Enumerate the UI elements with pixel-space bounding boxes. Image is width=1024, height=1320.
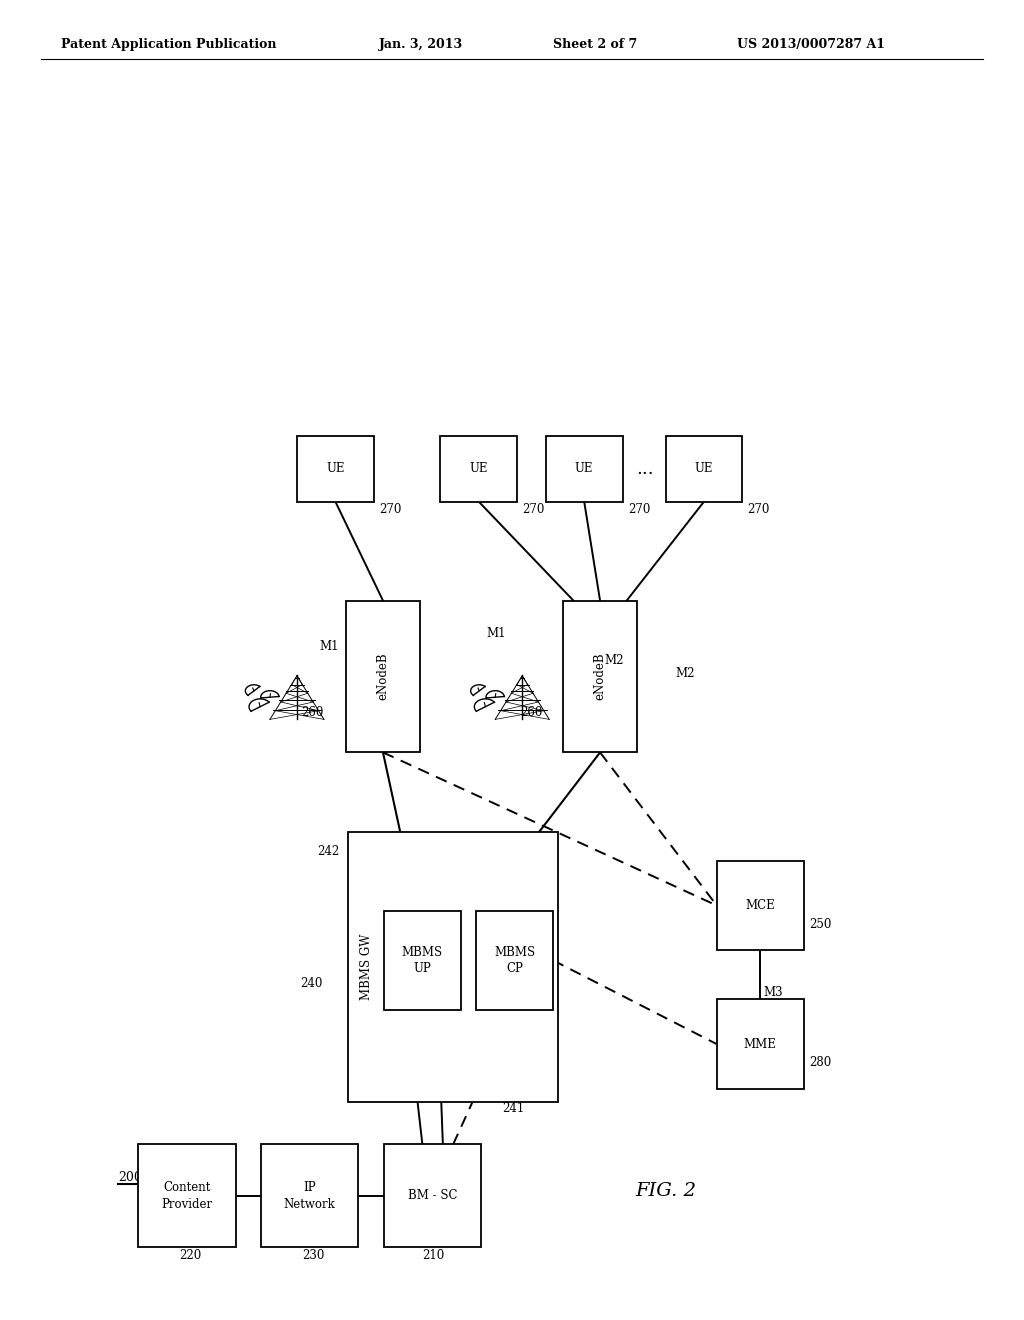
Text: 200: 200 (118, 1171, 141, 1184)
Text: UE: UE (694, 462, 714, 475)
FancyBboxPatch shape (476, 911, 553, 1010)
Text: IP
Network: IP Network (284, 1181, 336, 1210)
Text: 280: 280 (809, 1056, 831, 1069)
Text: 260: 260 (301, 706, 324, 719)
Text: BM - SC: BM - SC (408, 1189, 458, 1203)
FancyBboxPatch shape (346, 601, 420, 752)
Text: UE: UE (469, 462, 488, 475)
FancyBboxPatch shape (384, 1144, 481, 1247)
Text: M2: M2 (604, 653, 624, 667)
Text: 210: 210 (422, 1249, 444, 1262)
FancyBboxPatch shape (297, 436, 374, 502)
FancyBboxPatch shape (717, 861, 804, 950)
FancyBboxPatch shape (261, 1144, 358, 1247)
Text: 250: 250 (809, 917, 831, 931)
Text: MBMS GW: MBMS GW (360, 933, 373, 1001)
Text: 260: 260 (520, 706, 543, 719)
Text: eNodeB: eNodeB (377, 652, 389, 701)
Text: UE: UE (574, 462, 594, 475)
FancyBboxPatch shape (138, 1144, 236, 1247)
Text: 270: 270 (748, 503, 770, 516)
FancyBboxPatch shape (348, 832, 558, 1102)
Text: M1: M1 (319, 640, 339, 653)
Text: MBMS
CP: MBMS CP (494, 945, 536, 975)
Text: 242: 242 (317, 845, 340, 858)
Text: M2: M2 (676, 667, 695, 680)
Text: UE: UE (326, 462, 345, 475)
Text: ...: ... (636, 459, 654, 478)
Text: 220: 220 (179, 1249, 202, 1262)
FancyBboxPatch shape (546, 436, 623, 502)
Text: MBMS
UP: MBMS UP (401, 945, 443, 975)
Text: Patent Application Publication: Patent Application Publication (61, 38, 276, 51)
Text: Content
Provider: Content Provider (162, 1181, 212, 1210)
Text: 241: 241 (502, 1102, 524, 1115)
Text: Jan. 3, 2013: Jan. 3, 2013 (379, 38, 463, 51)
FancyBboxPatch shape (717, 999, 804, 1089)
Text: FIG. 2: FIG. 2 (635, 1181, 696, 1200)
Text: US 2013/0007287 A1: US 2013/0007287 A1 (737, 38, 886, 51)
FancyBboxPatch shape (440, 436, 517, 502)
FancyBboxPatch shape (384, 911, 461, 1010)
Text: M3: M3 (764, 986, 783, 999)
Text: M1: M1 (486, 627, 506, 640)
Text: 230: 230 (302, 1249, 325, 1262)
Text: MCE: MCE (745, 899, 775, 912)
Text: Sheet 2 of 7: Sheet 2 of 7 (553, 38, 637, 51)
Text: eNodeB: eNodeB (594, 652, 606, 701)
Text: 270: 270 (628, 503, 650, 516)
FancyBboxPatch shape (666, 436, 742, 502)
Text: 240: 240 (300, 977, 323, 990)
Text: 270: 270 (522, 503, 545, 516)
Text: MME: MME (743, 1038, 777, 1051)
Text: 270: 270 (379, 503, 401, 516)
FancyBboxPatch shape (563, 601, 637, 752)
